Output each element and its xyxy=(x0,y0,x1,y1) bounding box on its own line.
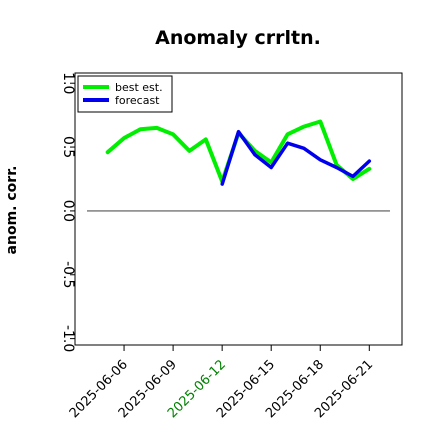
y-tick-label: 0.5 xyxy=(60,136,76,158)
legend-label-best-est: best est. xyxy=(115,81,163,94)
y-tick-label: 1.0 xyxy=(60,72,76,94)
y-axis-ticks: -1.0 -0.5 0.0 0.5 1.0 xyxy=(60,72,76,352)
series-lines xyxy=(105,119,372,186)
legend-label-forecast: forecast xyxy=(115,94,160,107)
legend: best est. forecast xyxy=(77,75,173,113)
y-tick-label: -1.0 xyxy=(60,325,76,352)
chart-title: Anomaly crrltn. xyxy=(155,27,321,49)
y-tick-label: 0.0 xyxy=(60,200,76,222)
legend-box xyxy=(77,75,173,113)
y-axis-label: anom. corr. xyxy=(4,166,20,255)
x-axis-ticks: 2025-06-062025-06-092025-06-122025-06-15… xyxy=(67,345,376,421)
series-line-forecast xyxy=(220,129,372,186)
y-tick-label: -0.5 xyxy=(60,261,76,288)
plot-frame xyxy=(74,72,403,346)
